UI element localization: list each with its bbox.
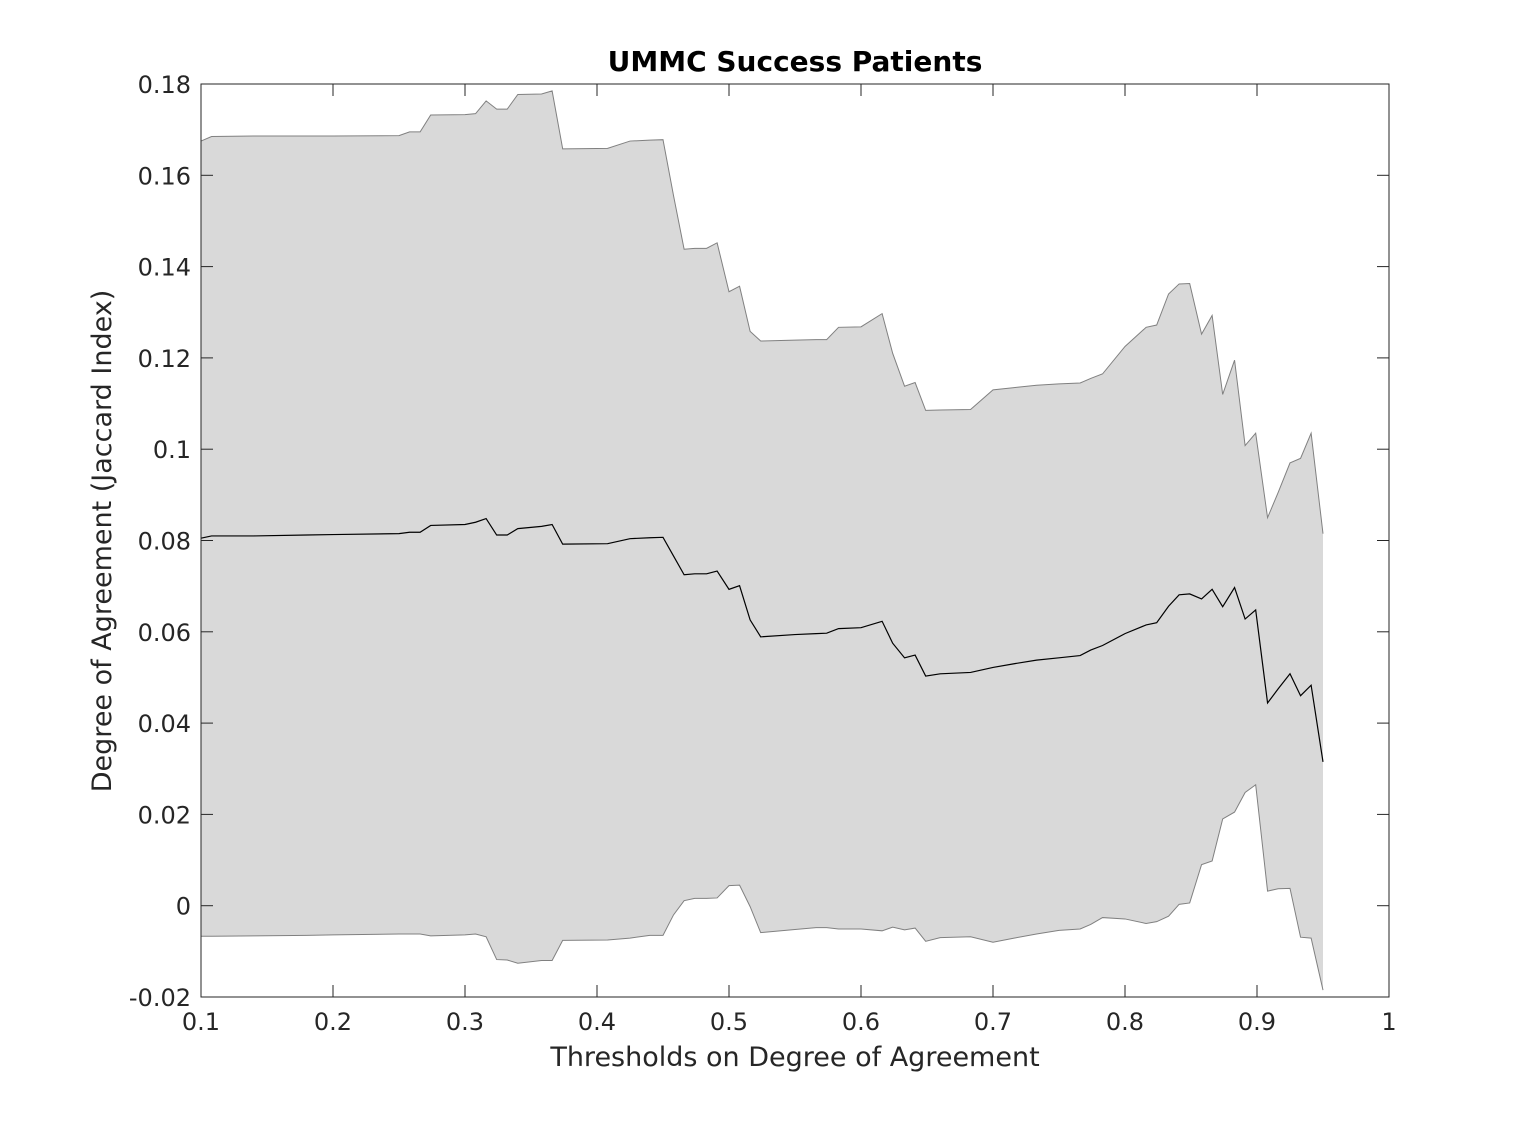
y-tick-label: -0.02 (129, 984, 191, 1012)
y-tick-label: 0.18 (138, 71, 191, 99)
confidence-band-layer (200, 90, 1324, 991)
lower-bound-line (201, 783, 1324, 991)
y-tick-label: 0.08 (138, 528, 191, 556)
x-tick-label: 0.2 (314, 1008, 352, 1036)
x-tick-label: 1 (1381, 1008, 1396, 1036)
x-axis-title: Thresholds on Degree of Agreement (549, 1042, 1039, 1073)
upper-bound-line (200, 90, 1324, 534)
x-tick-labels: 0.1 0.2 0.3 0.4 0.5 0.6 0.7 0.8 0.9 1 (182, 1008, 1397, 1036)
y-tick-label: 0.06 (138, 619, 191, 647)
x-tick-label: 0.5 (710, 1008, 748, 1036)
x-tick-label: 0.8 (1106, 1008, 1144, 1036)
y-tick-label: 0.16 (138, 162, 191, 190)
y-axis-title: Degree of Agreement (Jaccard Index) (87, 290, 118, 792)
y-tick-label: 0.14 (138, 254, 191, 282)
x-tick-label: 0.1 (182, 1008, 220, 1036)
y-tick-label: 0.04 (138, 710, 191, 738)
confidence-band (201, 90, 1323, 991)
x-tick-label: 0.9 (1238, 1008, 1276, 1036)
mean-line-layer (200, 517, 1324, 762)
x-tick-label: 0.4 (578, 1008, 616, 1036)
chart-title: UMMC Success Patients (608, 45, 983, 78)
x-tick-label: 0.3 (446, 1008, 484, 1036)
y-tick-label: 0.1 (153, 436, 191, 464)
mean-line (200, 517, 1324, 762)
axis-ticks (200, 83, 1390, 998)
y-tick-labels: -0.02 0 0.02 0.04 0.06 0.08 0.1 0.12 0.14 0.16 0.1… (129, 71, 191, 1012)
x-tick-label: 0.7 (974, 1008, 1012, 1036)
y-tick-label: 0.12 (138, 345, 191, 373)
y-tick-label: 0.02 (138, 801, 191, 829)
y-tick-label: 0 (176, 893, 191, 921)
x-tick-label: 0.6 (842, 1008, 880, 1036)
